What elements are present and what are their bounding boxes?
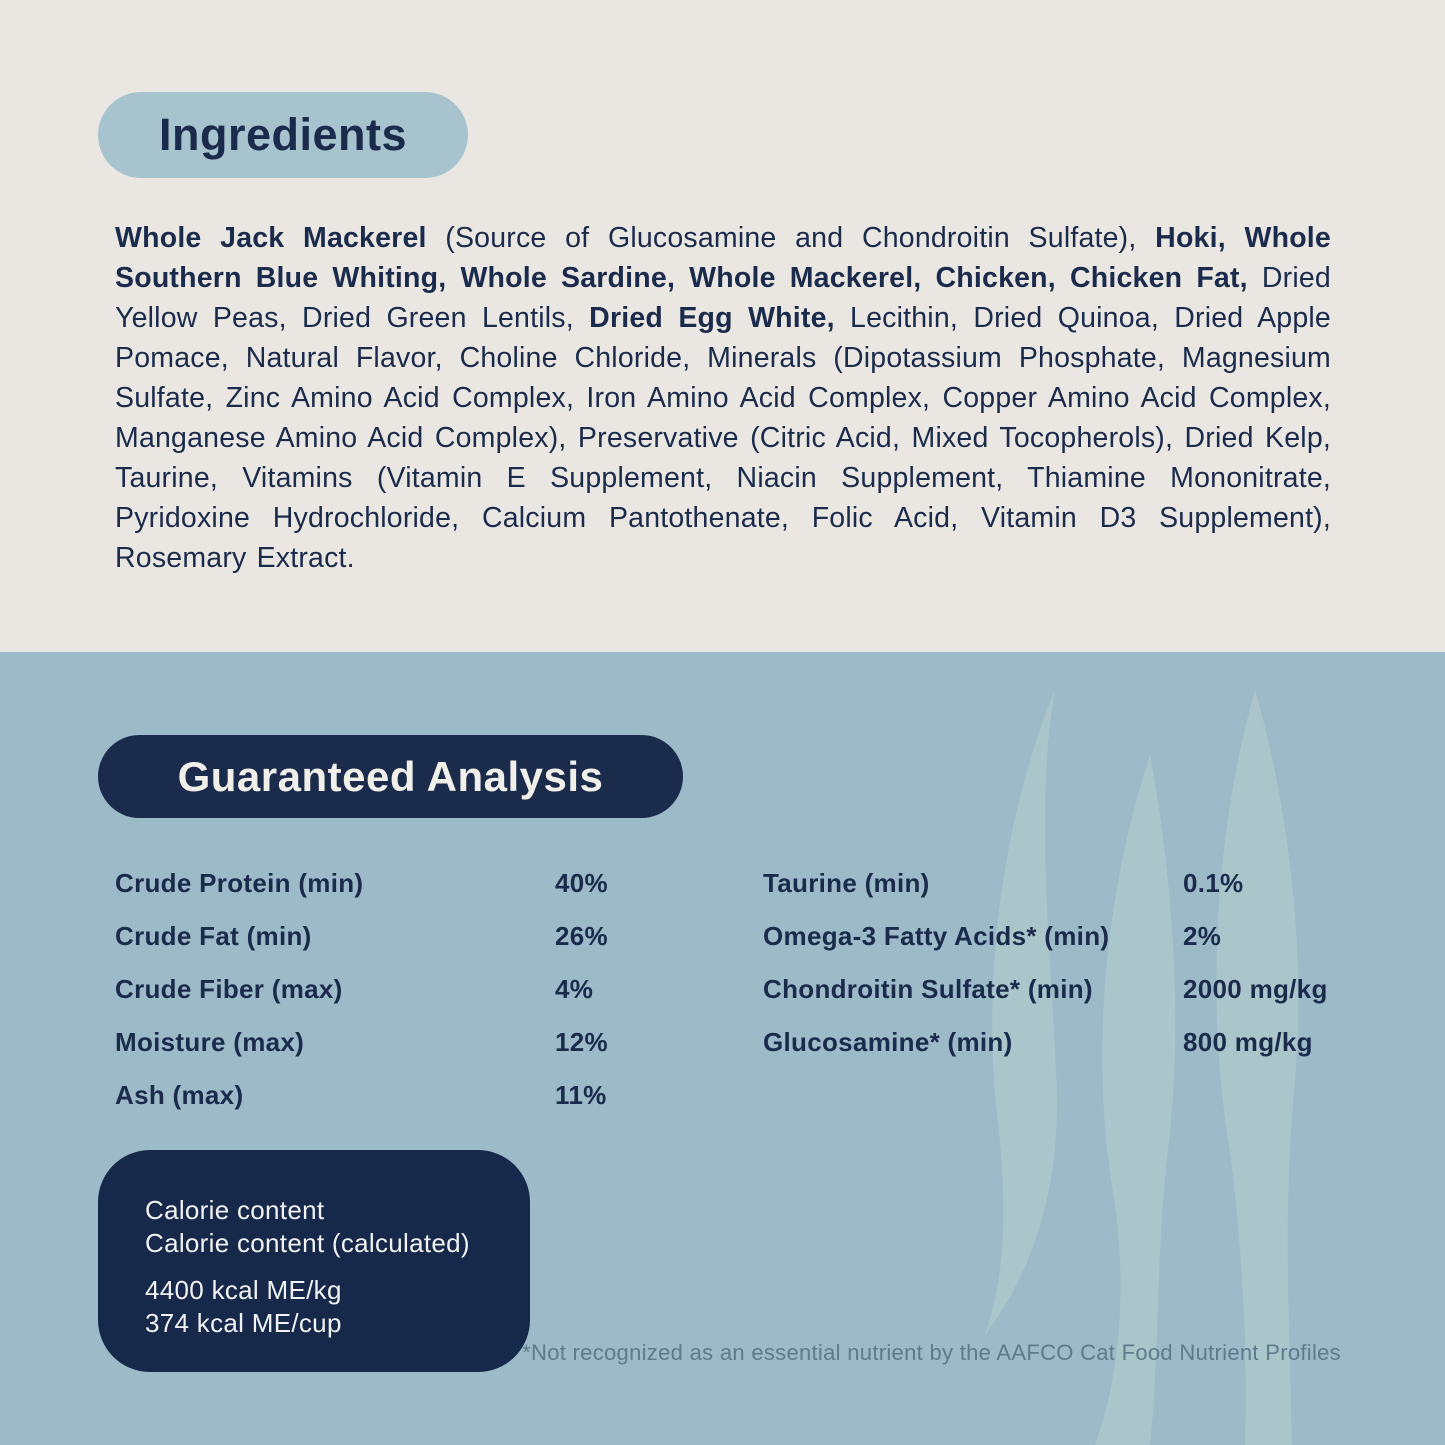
analysis-nutrient-label: Ash (max) (115, 1080, 244, 1110)
analysis-nutrient-label: Crude Protein (min) (115, 868, 364, 898)
analysis-nutrient-value: 12% (555, 1027, 608, 1057)
guaranteed-analysis-heading-pill: Guaranteed Analysis (98, 735, 683, 818)
analysis-nutrient-value: 4% (555, 974, 594, 1004)
calorie-content-titles: Calorie content Calorie content (calcula… (145, 1194, 500, 1260)
analysis-nutrient-label: Moisture (max) (115, 1027, 305, 1057)
calorie-content-box: Calorie content Calorie content (calcula… (98, 1150, 530, 1372)
ingredients-paragraph: Whole Jack Mackerel (Source of Glucosami… (115, 222, 1331, 574)
calorie-content-title: Calorie content (145, 1195, 325, 1225)
analysis-row: Crude Fiber (max) 4% (115, 963, 735, 1016)
analysis-nutrient-label: Crude Fat (min) (115, 921, 312, 951)
analysis-nutrient-value: 2% (1183, 921, 1222, 951)
analysis-nutrient-value: 26% (555, 921, 608, 951)
analysis-nutrient-label: Taurine (min) (763, 868, 930, 898)
analysis-nutrient-value: 11% (555, 1080, 607, 1110)
analysis-row: Taurine (min) 0.1% (763, 857, 1363, 910)
calorie-content-title-calculated: Calorie content (calculated) (145, 1228, 470, 1258)
analysis-row: Crude Fat (min) 26% (115, 910, 735, 963)
ingredients-heading-pill: Ingredients (98, 92, 468, 178)
analysis-row: Glucosamine* (min) 800 mg/kg (763, 1016, 1363, 1069)
analysis-nutrient-label: Glucosamine* (min) (763, 1027, 1013, 1057)
ingredients-section: Ingredients Whole Jack Mackerel (Source … (0, 0, 1445, 652)
analysis-row: Chondroitin Sulfate* (min) 2000 mg/kg (763, 963, 1363, 1016)
analysis-nutrient-label: Crude Fiber (max) (115, 974, 343, 1004)
analysis-column-left: Crude Protein (min) 40% Crude Fat (min) 26%… (115, 857, 735, 1122)
calorie-kcal-per-kg: 4400 kcal ME/kg (145, 1275, 342, 1305)
analysis-nutrient-value: 2000 mg/kg (1183, 974, 1328, 1004)
aafco-footnote: *Not recognized as an essential nutrient… (522, 1340, 1341, 1365)
calorie-content-values: 4400 kcal ME/kg 374 kcal ME/cup (145, 1274, 500, 1340)
guaranteed-analysis-heading: Guaranteed Analysis (177, 752, 604, 800)
analysis-nutrient-label: Chondroitin Sulfate* (min) (763, 974, 1093, 1004)
guaranteed-analysis-section: Guaranteed Analysis Crude Protein (min) 4… (0, 652, 1445, 1445)
analysis-nutrient-value: 40% (555, 868, 608, 898)
analysis-nutrient-label: Omega-3 Fatty Acids* (min) (763, 921, 1110, 951)
ingredients-heading: Ingredients (158, 109, 408, 160)
analysis-row: Ash (max) 11% (115, 1069, 735, 1122)
analysis-nutrient-value: 800 mg/kg (1183, 1027, 1313, 1057)
analysis-nutrient-value: 0.1% (1183, 868, 1244, 898)
analysis-row: Moisture (max) 12% (115, 1016, 735, 1069)
analysis-row: Crude Protein (min) 40% (115, 857, 735, 910)
analysis-row: Omega-3 Fatty Acids* (min) 2% (763, 910, 1363, 963)
analysis-column-right: Taurine (min) 0.1% Omega-3 Fatty Acids* (m… (763, 857, 1363, 1069)
calorie-kcal-per-cup: 374 kcal ME/cup (145, 1308, 342, 1338)
